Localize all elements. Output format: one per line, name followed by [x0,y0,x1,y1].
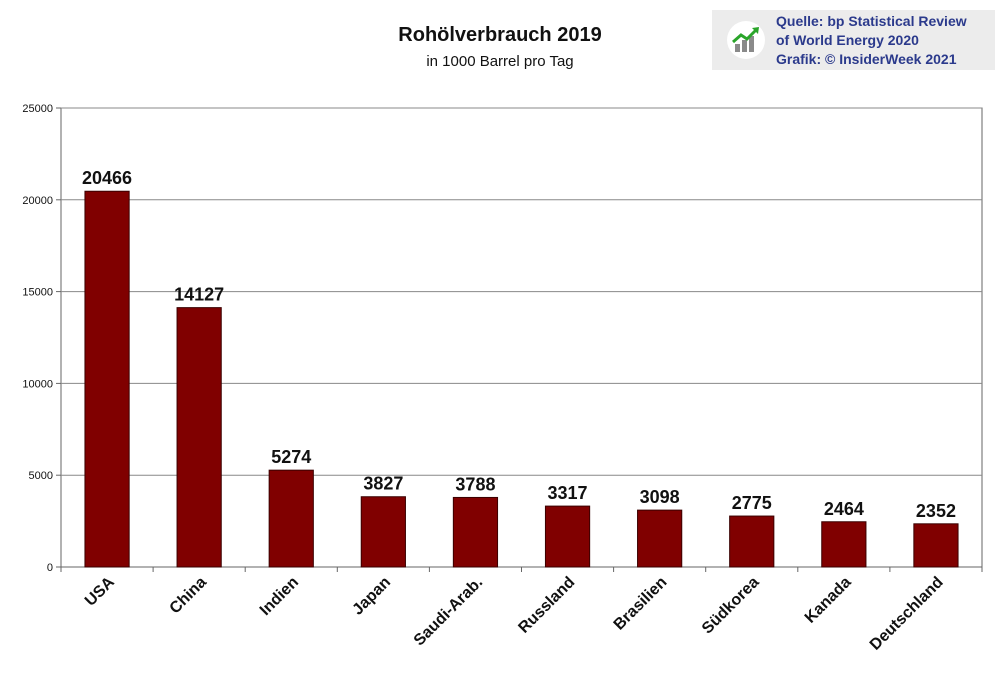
trend-up-chart-icon [727,21,765,59]
y-tick-label: 25000 [22,103,53,115]
x-tick-label: Russland [515,574,578,637]
y-tick-label: 5000 [29,470,53,482]
data-label: 2464 [824,499,864,519]
data-label: 14127 [174,285,224,305]
x-tick-label: China [167,574,211,618]
bar [729,515,775,568]
bar [452,496,499,568]
source-line-2: of World Energy 2020 [776,31,919,48]
bar [821,521,867,568]
data-label: 3788 [455,474,495,494]
bar [913,523,959,568]
bar [176,307,222,568]
x-tick-label: Saudi-Arab. [411,574,487,650]
source-line-1: Quelle: bp Statistical Review [776,12,967,29]
bar [268,469,314,568]
bar [544,505,591,568]
y-tick-label: 0 [47,562,53,574]
x-tick-label: Kanada [802,574,855,627]
chart-title: Rohölverbrauch 2019 [398,24,602,46]
data-label: 3827 [363,474,403,494]
x-tick-label: USA [82,573,118,609]
data-label: 5274 [271,447,311,467]
bar [637,509,683,568]
x-tick-label: Südkorea [699,574,763,638]
y-tick-label: 15000 [22,287,53,299]
data-label: 2352 [916,501,956,521]
data-label: 3098 [640,487,680,507]
source-box: Quelle: bp Statistical Review of World E… [712,10,995,70]
data-label: 20466 [82,168,132,188]
x-tick-label: Brasilien [611,574,671,634]
y-tick-label: 10000 [22,378,53,390]
data-label: 3317 [548,483,588,503]
chart-subtitle: in 1000 Barrel pro Tag [426,53,574,70]
y-tick-label: 20000 [22,195,53,207]
x-tick-label: Deutschland [867,574,947,654]
source-line-3: Grafik: © InsiderWeek 2021 [776,50,957,67]
source-text: Quelle: bp Statistical Review of World E… [776,12,967,69]
x-tick-label: Indien [257,574,302,619]
x-tick-label: Japan [349,574,394,619]
data-label: 2775 [732,493,772,513]
bar [360,496,406,568]
bar [84,190,130,568]
